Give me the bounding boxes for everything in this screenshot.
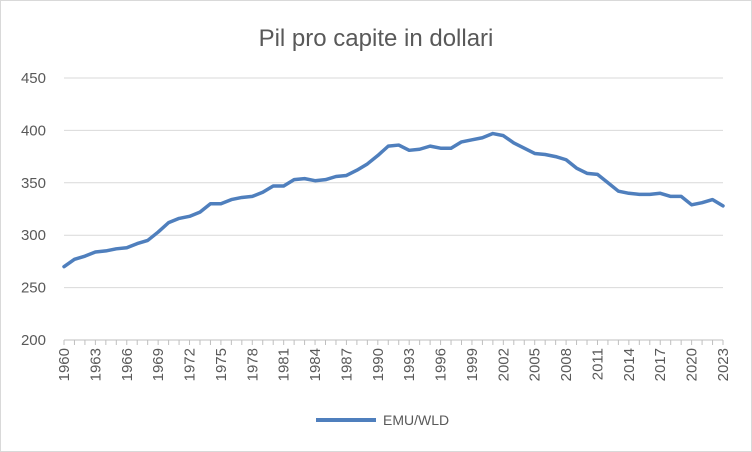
x-tick-label: 1987 [338, 348, 355, 381]
x-tick-label: 2002 [495, 348, 512, 381]
x-tick-label: 2008 [558, 348, 575, 381]
x-tick-label: 2020 [684, 348, 701, 381]
y-tick-label: 200 [21, 332, 46, 349]
x-tick-label: 1975 [213, 348, 230, 381]
x-tick-label: 1993 [401, 348, 418, 381]
x-tick-label: 1984 [307, 348, 324, 381]
legend-label-emu-wld: EMU/WLD [383, 412, 449, 428]
x-tick-label: 1978 [244, 348, 261, 381]
x-tick-label: 2005 [527, 348, 544, 381]
x-axis: 1960 1963 1966 1969 1972 1975 1978 1981 1984 1987… [56, 340, 732, 381]
y-tick-label: 450 [21, 70, 46, 87]
x-tick-label: 1963 [87, 348, 104, 381]
x-tick-label: 1996 [433, 348, 450, 381]
x-tick-label: 1990 [370, 348, 387, 381]
x-tick-label: 2023 [715, 348, 732, 381]
y-axis: 200 250 300 350 400 450 [21, 70, 46, 349]
x-tick-label: 1966 [119, 348, 136, 381]
x-tick-label: 1981 [276, 348, 293, 381]
legend: EMU/WLD [316, 412, 449, 428]
y-tick-label: 400 [21, 122, 46, 139]
y-tick-label: 350 [21, 175, 46, 192]
y-tick-label: 300 [21, 227, 46, 244]
x-tick-label: 2011 [589, 348, 606, 380]
x-tick-label: 1960 [56, 348, 73, 381]
x-tick-label: 1999 [464, 348, 481, 381]
gridlines [64, 77, 723, 341]
x-tick-label: 2017 [652, 348, 669, 381]
y-tick-label: 250 [21, 280, 46, 297]
x-tick-label: 2014 [621, 348, 638, 381]
x-tick-label: 1972 [182, 348, 199, 381]
x-tick-label: 1969 [150, 348, 167, 381]
chart-title: Pil pro capite in dollari [259, 25, 494, 52]
series-line-emu-wld [62, 131, 725, 269]
series-group [62, 131, 725, 269]
